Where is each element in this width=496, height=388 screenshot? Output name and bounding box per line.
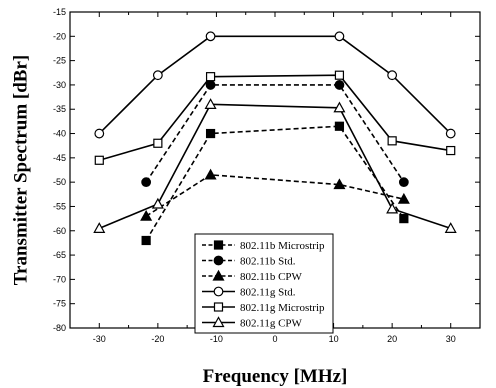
- data-point: [386, 202, 399, 214]
- data-point: [334, 80, 345, 90]
- y-tick-label: -45: [53, 153, 66, 163]
- series-group: [93, 31, 457, 246]
- y-tick-label: -75: [53, 299, 66, 309]
- data-point: [334, 121, 345, 131]
- data-point: [446, 145, 456, 156]
- data-point: [205, 31, 216, 42]
- data-point: [93, 222, 106, 233]
- data-point: [399, 214, 409, 224]
- legend-label: 802.11b Std.: [240, 256, 296, 268]
- legend-marker: [212, 316, 225, 328]
- series-1: [141, 121, 409, 246]
- y-tick-label: -80: [53, 323, 66, 333]
- data-point: [444, 222, 457, 233]
- series-line: [145, 84, 405, 183]
- data-point: [94, 155, 104, 165]
- y-tick-label: -70: [53, 274, 66, 284]
- y-tick-label: -55: [53, 201, 66, 211]
- y-tick-label: -25: [53, 56, 66, 66]
- data-point: [141, 235, 151, 246]
- y-tick-label: -15: [53, 7, 66, 17]
- series-line: [145, 125, 405, 241]
- data-point: [334, 31, 345, 42]
- series-line: [98, 103, 451, 230]
- x-tick-label: 0: [272, 334, 277, 344]
- y-tick-label: -30: [53, 80, 66, 90]
- x-tick-label: 30: [446, 334, 456, 344]
- data-point: [141, 177, 152, 188]
- legend-marker: [212, 269, 225, 281]
- x-axis-title: Frequency [MHz]: [203, 366, 348, 387]
- data-point: [152, 70, 163, 81]
- series-2: [141, 80, 409, 188]
- y-axis-title: Transmitter Spectrum [dBr]: [10, 55, 31, 285]
- legend-label: 802.11g Std.: [240, 287, 296, 299]
- data-point: [205, 80, 216, 90]
- data-point: [333, 178, 346, 190]
- y-tick-label: -65: [53, 250, 66, 260]
- series-line: [99, 74, 451, 162]
- data-point: [397, 192, 410, 204]
- legend-marker: [213, 240, 224, 250]
- data-point: [151, 197, 164, 209]
- data-point: [94, 128, 105, 139]
- y-tick-label: -35: [53, 104, 66, 114]
- data-point: [445, 128, 456, 139]
- y-tick-label: -60: [53, 226, 66, 236]
- data-point: [334, 70, 345, 80]
- series-line: [145, 174, 405, 217]
- x-tick-label: -30: [93, 334, 106, 344]
- data-point: [333, 101, 346, 113]
- data-point: [387, 136, 397, 146]
- series-4: [94, 31, 456, 139]
- x-tick-label: -20: [151, 334, 164, 344]
- legend-marker: [213, 286, 224, 297]
- legend-label: 802.11b CPW: [240, 271, 303, 283]
- data-point: [205, 128, 216, 139]
- data-point: [204, 98, 217, 109]
- data-point: [140, 209, 153, 221]
- legend-label: 802.11g CPW: [240, 318, 303, 330]
- x-tick-label: 20: [387, 334, 397, 344]
- y-tick-label: -40: [53, 129, 66, 139]
- legend-label: 802.11b Microstrip: [240, 240, 325, 252]
- x-tick-label: -10: [210, 334, 223, 344]
- data-point: [204, 168, 217, 180]
- y-tick-label: -20: [53, 31, 66, 41]
- series-5: [94, 70, 456, 165]
- data-point: [153, 138, 163, 148]
- data-point: [205, 72, 216, 82]
- y-tick-label: -50: [53, 177, 66, 187]
- data-point: [387, 70, 398, 81]
- series-3: [140, 168, 410, 221]
- tick-marks: -30 -20 -10 0 10 20 30 -15 -20 -25 -30 -35 -40 -45 -50…: [53, 7, 480, 344]
- legend-marker: [213, 255, 224, 266]
- legend-marker: [213, 302, 224, 312]
- data-point: [398, 177, 409, 188]
- legend: 802.11b Microstrip 802.11b Std. 802.11b CP…: [194, 233, 334, 334]
- series-line: [98, 35, 452, 135]
- legend-label: 802.11g Microstrip: [240, 302, 325, 314]
- legend-box: [194, 233, 334, 334]
- series-6: [93, 98, 457, 233]
- x-tick-label: 10: [329, 334, 339, 344]
